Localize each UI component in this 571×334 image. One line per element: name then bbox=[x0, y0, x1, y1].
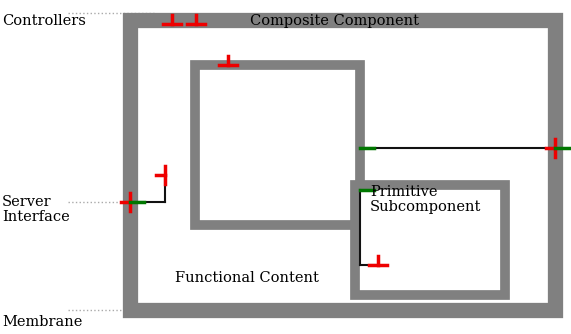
Bar bbox=[195, 65, 360, 225]
Text: Primitive: Primitive bbox=[370, 185, 437, 199]
Text: Interface: Interface bbox=[2, 210, 70, 224]
Text: Controllers: Controllers bbox=[2, 14, 86, 28]
Text: Server: Server bbox=[2, 195, 51, 209]
Text: Functional Content: Functional Content bbox=[175, 271, 319, 285]
Text: Composite Component: Composite Component bbox=[250, 14, 419, 28]
Text: Subcomponent: Subcomponent bbox=[370, 200, 481, 214]
Bar bbox=[130, 20, 555, 310]
Bar bbox=[355, 185, 505, 295]
Text: Membrane: Membrane bbox=[2, 315, 82, 329]
